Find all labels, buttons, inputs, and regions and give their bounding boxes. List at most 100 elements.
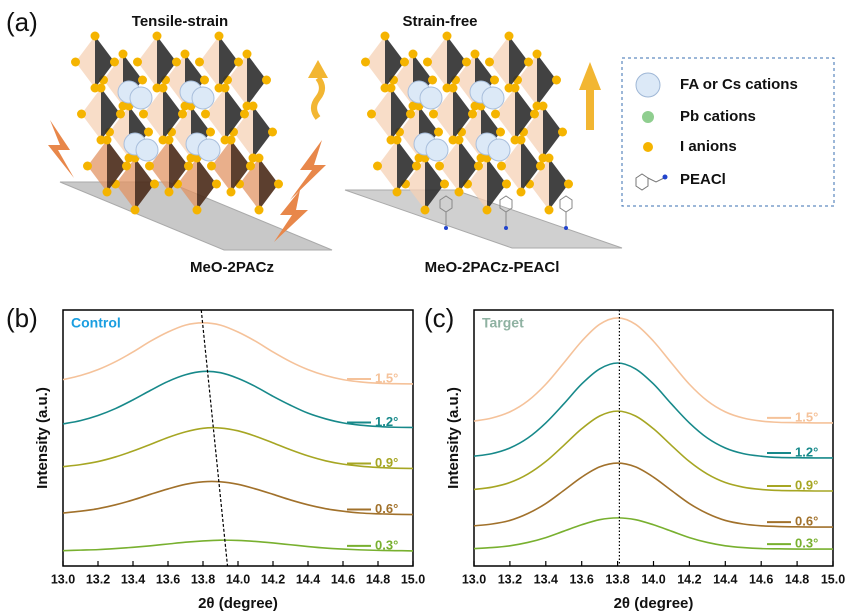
- anion: [381, 32, 390, 41]
- plot-frame: [63, 310, 413, 566]
- x-axis-label: 2θ (degree): [614, 595, 694, 612]
- anion: [133, 58, 142, 67]
- anion: [511, 84, 520, 93]
- anion: [165, 136, 174, 145]
- anion: [77, 110, 86, 119]
- y-axis-label: Intensity (a.u.): [34, 387, 51, 489]
- anion: [440, 180, 449, 189]
- anion: [246, 162, 255, 171]
- molecule: [564, 226, 568, 230]
- x-tick-label: 14.0: [226, 572, 250, 586]
- series-line: [474, 463, 833, 527]
- anion: [434, 128, 443, 137]
- anion: [184, 162, 193, 171]
- anion: [103, 188, 112, 197]
- anion: [455, 188, 464, 197]
- anion: [234, 58, 243, 67]
- guide-line: [201, 310, 227, 566]
- anion: [215, 32, 224, 41]
- anion: [119, 50, 128, 59]
- anion: [262, 76, 271, 85]
- label: Tensile-strain: [132, 13, 228, 30]
- x-tick-label: 13.0: [462, 572, 486, 586]
- anion: [139, 110, 148, 119]
- x-tick-label: 14.8: [785, 572, 809, 586]
- molecule: [444, 226, 448, 230]
- anion: [490, 76, 499, 85]
- anion: [131, 206, 140, 215]
- x-tick-label: 13.2: [86, 572, 110, 586]
- anion: [243, 50, 252, 59]
- anion: [116, 110, 125, 119]
- cation: [130, 87, 152, 109]
- anion: [274, 180, 283, 189]
- x-tick-label: 14.6: [749, 572, 773, 586]
- anion: [393, 136, 402, 145]
- label: MeO-2PACz-PEACl: [425, 259, 560, 276]
- anion: [110, 58, 119, 67]
- anion: [195, 58, 204, 67]
- anion: [91, 32, 100, 41]
- x-tick-label: 14.2: [677, 572, 701, 586]
- anion: [496, 128, 505, 137]
- anion: [455, 136, 464, 145]
- legend-label: 0.6°: [795, 514, 818, 529]
- x-tick-label: 13.8: [191, 572, 215, 586]
- legend-icon: [663, 175, 668, 180]
- anion: [255, 154, 264, 163]
- anion: [421, 206, 430, 215]
- anion: [564, 180, 573, 189]
- x-tick-label: 13.6: [570, 572, 594, 586]
- anion: [505, 32, 514, 41]
- label: FA or Cs cations: [680, 76, 798, 93]
- series-line: [63, 323, 413, 384]
- anion: [428, 76, 437, 85]
- cation: [488, 139, 510, 161]
- anion: [97, 84, 106, 93]
- anion: [539, 102, 548, 111]
- cation: [426, 139, 448, 161]
- x-tick-label: 14.4: [296, 572, 320, 586]
- x-axis-label: 2θ (degree): [198, 595, 278, 612]
- x-tick-label: 13.0: [51, 572, 75, 586]
- arrow: [308, 60, 328, 78]
- legend-label: 1.5°: [795, 409, 818, 424]
- anion: [138, 76, 147, 85]
- anion: [536, 162, 545, 171]
- anion: [159, 84, 168, 93]
- anion: [206, 128, 215, 137]
- legend-label: 1.2°: [375, 414, 398, 429]
- anion: [361, 58, 370, 67]
- anion: [393, 188, 402, 197]
- label: (c): [424, 303, 454, 333]
- arrow: [579, 62, 601, 90]
- anion: [150, 180, 159, 189]
- anion: [201, 110, 210, 119]
- anion: [435, 162, 444, 171]
- x-tick-label: 13.8: [605, 572, 629, 586]
- series-line: [63, 428, 413, 469]
- legend-label: 0.9°: [795, 477, 818, 492]
- x-tick-label: 13.4: [534, 572, 558, 586]
- chart-title: Control: [71, 315, 121, 331]
- anion: [483, 206, 492, 215]
- anion: [502, 180, 511, 189]
- legend-label: 0.6°: [375, 501, 398, 516]
- anion: [387, 84, 396, 93]
- x-tick-label: 14.2: [261, 572, 285, 586]
- anion: [227, 136, 236, 145]
- lightning: [290, 140, 326, 200]
- x-tick-label: 14.6: [331, 572, 355, 586]
- anion: [165, 188, 174, 197]
- anion: [207, 162, 216, 171]
- anion: [443, 32, 452, 41]
- arrow: [586, 88, 594, 130]
- anion: [255, 206, 264, 215]
- anion: [221, 84, 230, 93]
- cation: [192, 87, 214, 109]
- anion: [212, 180, 221, 189]
- cation: [420, 87, 442, 109]
- anion: [449, 84, 458, 93]
- x-tick-label: 15.0: [821, 572, 845, 586]
- molecule: [560, 196, 572, 226]
